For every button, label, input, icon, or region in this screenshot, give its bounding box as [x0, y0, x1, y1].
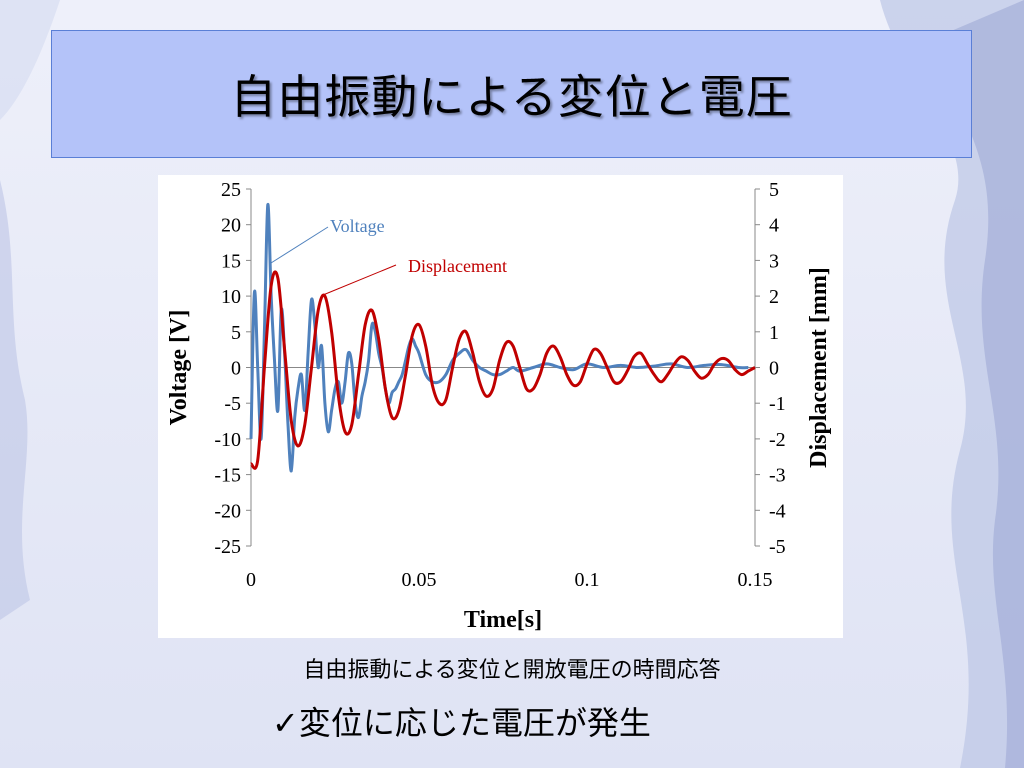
chart-caption: 自由振動による変位と開放電圧の時間応答: [303, 658, 721, 683]
bullet-point: ✓変位に応じた電圧が発生: [272, 704, 651, 742]
y-tick-label-left: 10: [221, 286, 241, 308]
y-tick-label-right: -4: [769, 500, 786, 522]
y-tick-label-left: -20: [214, 500, 241, 522]
y-tick-label-right: -5: [769, 536, 786, 558]
displacement-annotation-leader: [322, 264, 397, 296]
y-tick-label-right: -3: [769, 465, 786, 487]
y-tick-label-left: 5: [231, 322, 241, 344]
y-tick-label-left: -5: [224, 393, 241, 415]
y-tick-label-right: 0: [769, 358, 779, 380]
y-axis-title-right: Displacement [mm]: [806, 267, 832, 468]
y-tick-label-right: 2: [769, 286, 779, 308]
y-tick-label-right: 4: [769, 215, 779, 237]
x-axis-title: Time[s]: [464, 607, 542, 633]
slide-title: 自由振動による変位と電圧: [230, 70, 793, 124]
y-tick-label-left: -15: [214, 465, 241, 487]
y-tick-label-left: -10: [214, 429, 241, 451]
axes: 2520151050-5-10-15-20-25543210-1-2-3-4-5…: [214, 179, 785, 591]
axis-labels: Voltage Displacement Time[s] Voltage [V] Dis…: [166, 216, 832, 633]
chart-panel: 25 20 15 10 5 0 -5 -10 -15 -20 -25 5 4 3 2 1 0 -1 -2 -3 -4 -5…: [158, 175, 843, 638]
y-tick-label-left: 0: [231, 358, 241, 380]
y-tick-label-right: 3: [769, 250, 779, 272]
y-tick-label-right: -1: [769, 393, 786, 415]
x-tick-label: 0.05: [402, 569, 437, 591]
chart: 2520151050-5-10-15-20-25543210-1-2-3-4-5…: [166, 179, 832, 633]
y-tick-label-left: 15: [221, 250, 241, 272]
title-box: 自由振動による変位と電圧: [51, 30, 972, 158]
y-tick-label-left: 20: [221, 215, 241, 237]
voltage-annotation: Voltage: [330, 216, 385, 236]
x-tick-label: 0: [246, 569, 256, 591]
y-tick-label-left: -25: [214, 536, 241, 558]
x-tick-label: 0.15: [738, 569, 773, 591]
series-lines: [249, 203, 756, 473]
x-tick-label: 0.1: [575, 569, 600, 591]
y-tick-label-right: 5: [769, 179, 779, 201]
y-tick-label-right: -2: [769, 429, 786, 451]
voltage-annotation-leader: [270, 226, 329, 264]
y-tick-label-left: 25: [221, 179, 241, 201]
displacement-series-line: [249, 270, 756, 470]
voltage-series-line: [249, 203, 749, 473]
y-tick-label-right: 1: [769, 322, 779, 344]
displacement-annotation: Displacement: [408, 256, 507, 276]
y-axis-title-left: Voltage [V]: [166, 310, 192, 426]
